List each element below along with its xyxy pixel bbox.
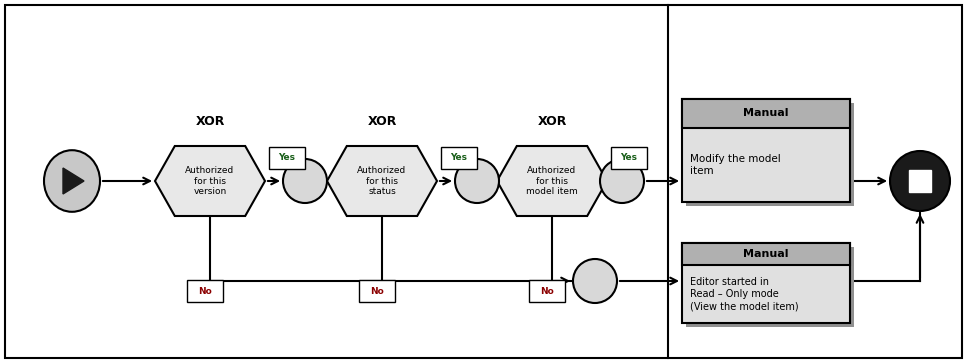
Text: Modify the model
item: Modify the model item xyxy=(690,154,780,176)
FancyBboxPatch shape xyxy=(686,247,854,327)
Text: No: No xyxy=(541,286,554,295)
FancyBboxPatch shape xyxy=(686,103,854,206)
Ellipse shape xyxy=(44,150,100,212)
Text: Authorized
for this
status: Authorized for this status xyxy=(358,166,407,196)
Text: Manual: Manual xyxy=(744,109,789,118)
Polygon shape xyxy=(327,146,437,216)
Polygon shape xyxy=(63,168,84,194)
Circle shape xyxy=(455,159,499,203)
Text: XOR: XOR xyxy=(367,115,396,128)
Text: Manual: Manual xyxy=(744,249,789,259)
Text: XOR: XOR xyxy=(195,115,224,128)
FancyBboxPatch shape xyxy=(187,280,223,302)
Text: No: No xyxy=(198,286,212,295)
Circle shape xyxy=(600,159,644,203)
Polygon shape xyxy=(497,146,607,216)
Text: No: No xyxy=(370,286,384,295)
Text: Yes: Yes xyxy=(621,154,637,163)
FancyBboxPatch shape xyxy=(441,147,477,169)
Circle shape xyxy=(573,259,617,303)
FancyBboxPatch shape xyxy=(529,280,565,302)
FancyBboxPatch shape xyxy=(682,243,850,323)
Text: Yes: Yes xyxy=(278,154,296,163)
Text: Authorized
for this
model item: Authorized for this model item xyxy=(526,166,578,196)
FancyBboxPatch shape xyxy=(682,99,850,202)
Polygon shape xyxy=(155,146,265,216)
Circle shape xyxy=(890,151,950,211)
FancyBboxPatch shape xyxy=(909,170,931,192)
Text: Editor started in
Read – Only mode
(View the model item): Editor started in Read – Only mode (View… xyxy=(690,277,799,311)
Circle shape xyxy=(283,159,327,203)
FancyBboxPatch shape xyxy=(5,5,962,358)
Text: XOR: XOR xyxy=(538,115,567,128)
FancyBboxPatch shape xyxy=(359,280,395,302)
Text: Authorized
for this
version: Authorized for this version xyxy=(186,166,235,196)
FancyBboxPatch shape xyxy=(269,147,305,169)
FancyBboxPatch shape xyxy=(682,243,850,265)
Text: Yes: Yes xyxy=(451,154,467,163)
FancyBboxPatch shape xyxy=(611,147,647,169)
FancyBboxPatch shape xyxy=(682,99,850,128)
